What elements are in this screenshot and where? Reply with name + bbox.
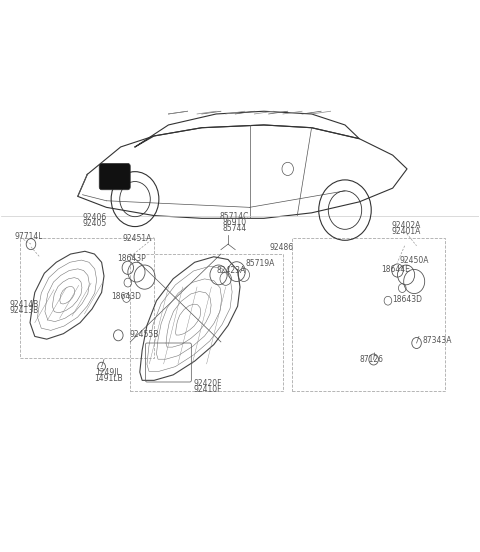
Text: 1249JL: 1249JL [96, 368, 121, 376]
Text: 85719A: 85719A [246, 259, 275, 268]
Bar [130, 254, 283, 391]
Text: 87343A: 87343A [422, 336, 452, 346]
Text: 92450A: 92450A [400, 256, 430, 265]
Bar [21, 237, 154, 358]
Text: 92401A: 92401A [391, 227, 421, 236]
Text: 86910: 86910 [222, 218, 246, 227]
Text: 85744: 85744 [222, 224, 246, 233]
Text: 92451A: 92451A [123, 234, 152, 243]
Text: 92455B: 92455B [129, 330, 159, 339]
Text: 92486: 92486 [270, 243, 294, 252]
Text: 92410F: 92410F [193, 385, 222, 394]
Text: 92413B: 92413B [10, 306, 39, 315]
Text: 97714L: 97714L [15, 232, 43, 241]
Text: 87126: 87126 [359, 355, 383, 364]
Text: 82423A: 82423A [216, 266, 245, 275]
Text: 18644E: 18644E [381, 265, 409, 274]
FancyBboxPatch shape [99, 163, 130, 190]
Text: 85714C: 85714C [219, 212, 249, 221]
Text: 92420F: 92420F [193, 379, 222, 388]
Text: 92406: 92406 [83, 213, 107, 222]
Bar [292, 237, 445, 391]
Text: 18643D: 18643D [111, 292, 142, 301]
Text: 1491LB: 1491LB [94, 374, 122, 383]
Text: 92402A: 92402A [391, 221, 421, 230]
Text: 92405: 92405 [83, 219, 107, 228]
Text: 92414B: 92414B [10, 300, 39, 309]
Text: 18643P: 18643P [117, 254, 145, 263]
Text: 18643D: 18643D [392, 295, 422, 304]
